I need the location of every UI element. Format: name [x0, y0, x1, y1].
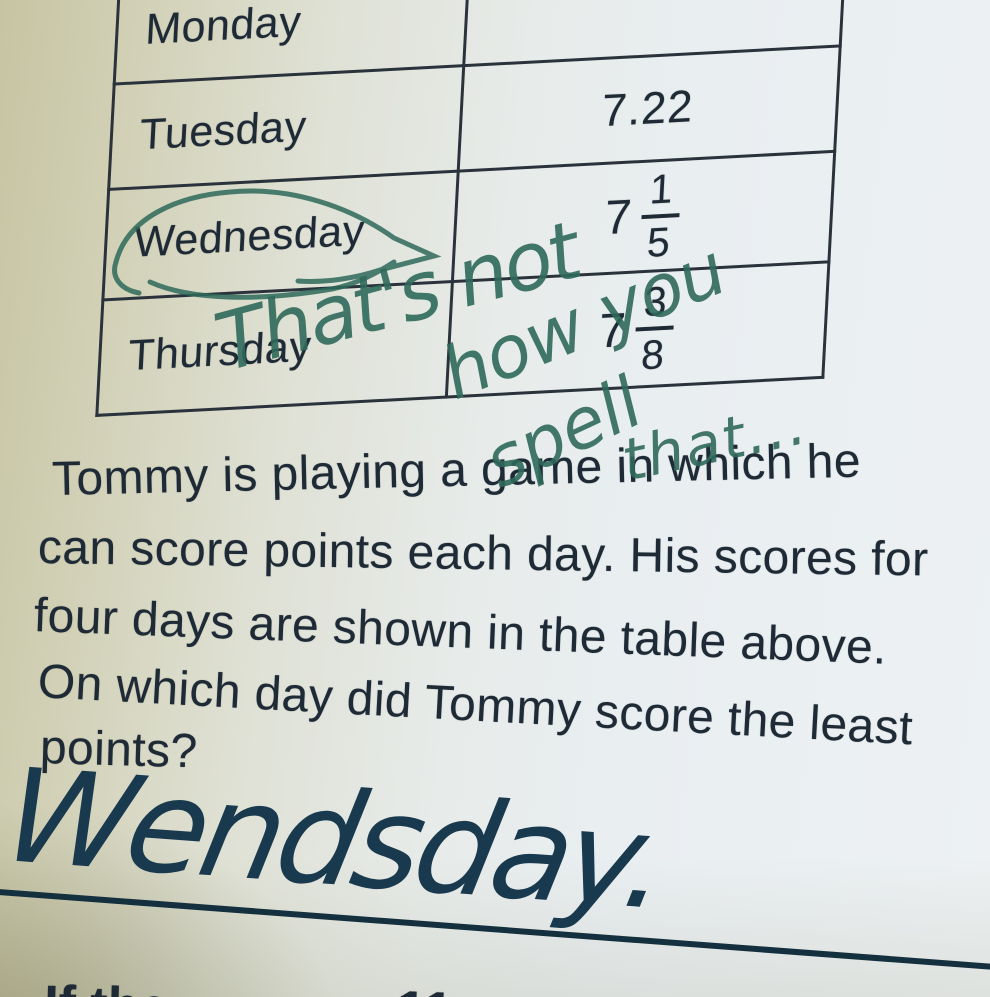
fraction-whole: 7 [603, 190, 634, 246]
day-cell: Tuesday [138, 101, 308, 159]
score-cell: 7.22 [600, 80, 695, 137]
fraction-numerator: 1 [641, 165, 682, 219]
question-text-line2: can score points each day. His scores fo… [37, 521, 929, 587]
next-question-fragment-left: If the [43, 974, 169, 997]
student-answer-handwriting: Wendsday. [0, 740, 678, 939]
next-question-fragment-right: 11 [395, 979, 454, 997]
